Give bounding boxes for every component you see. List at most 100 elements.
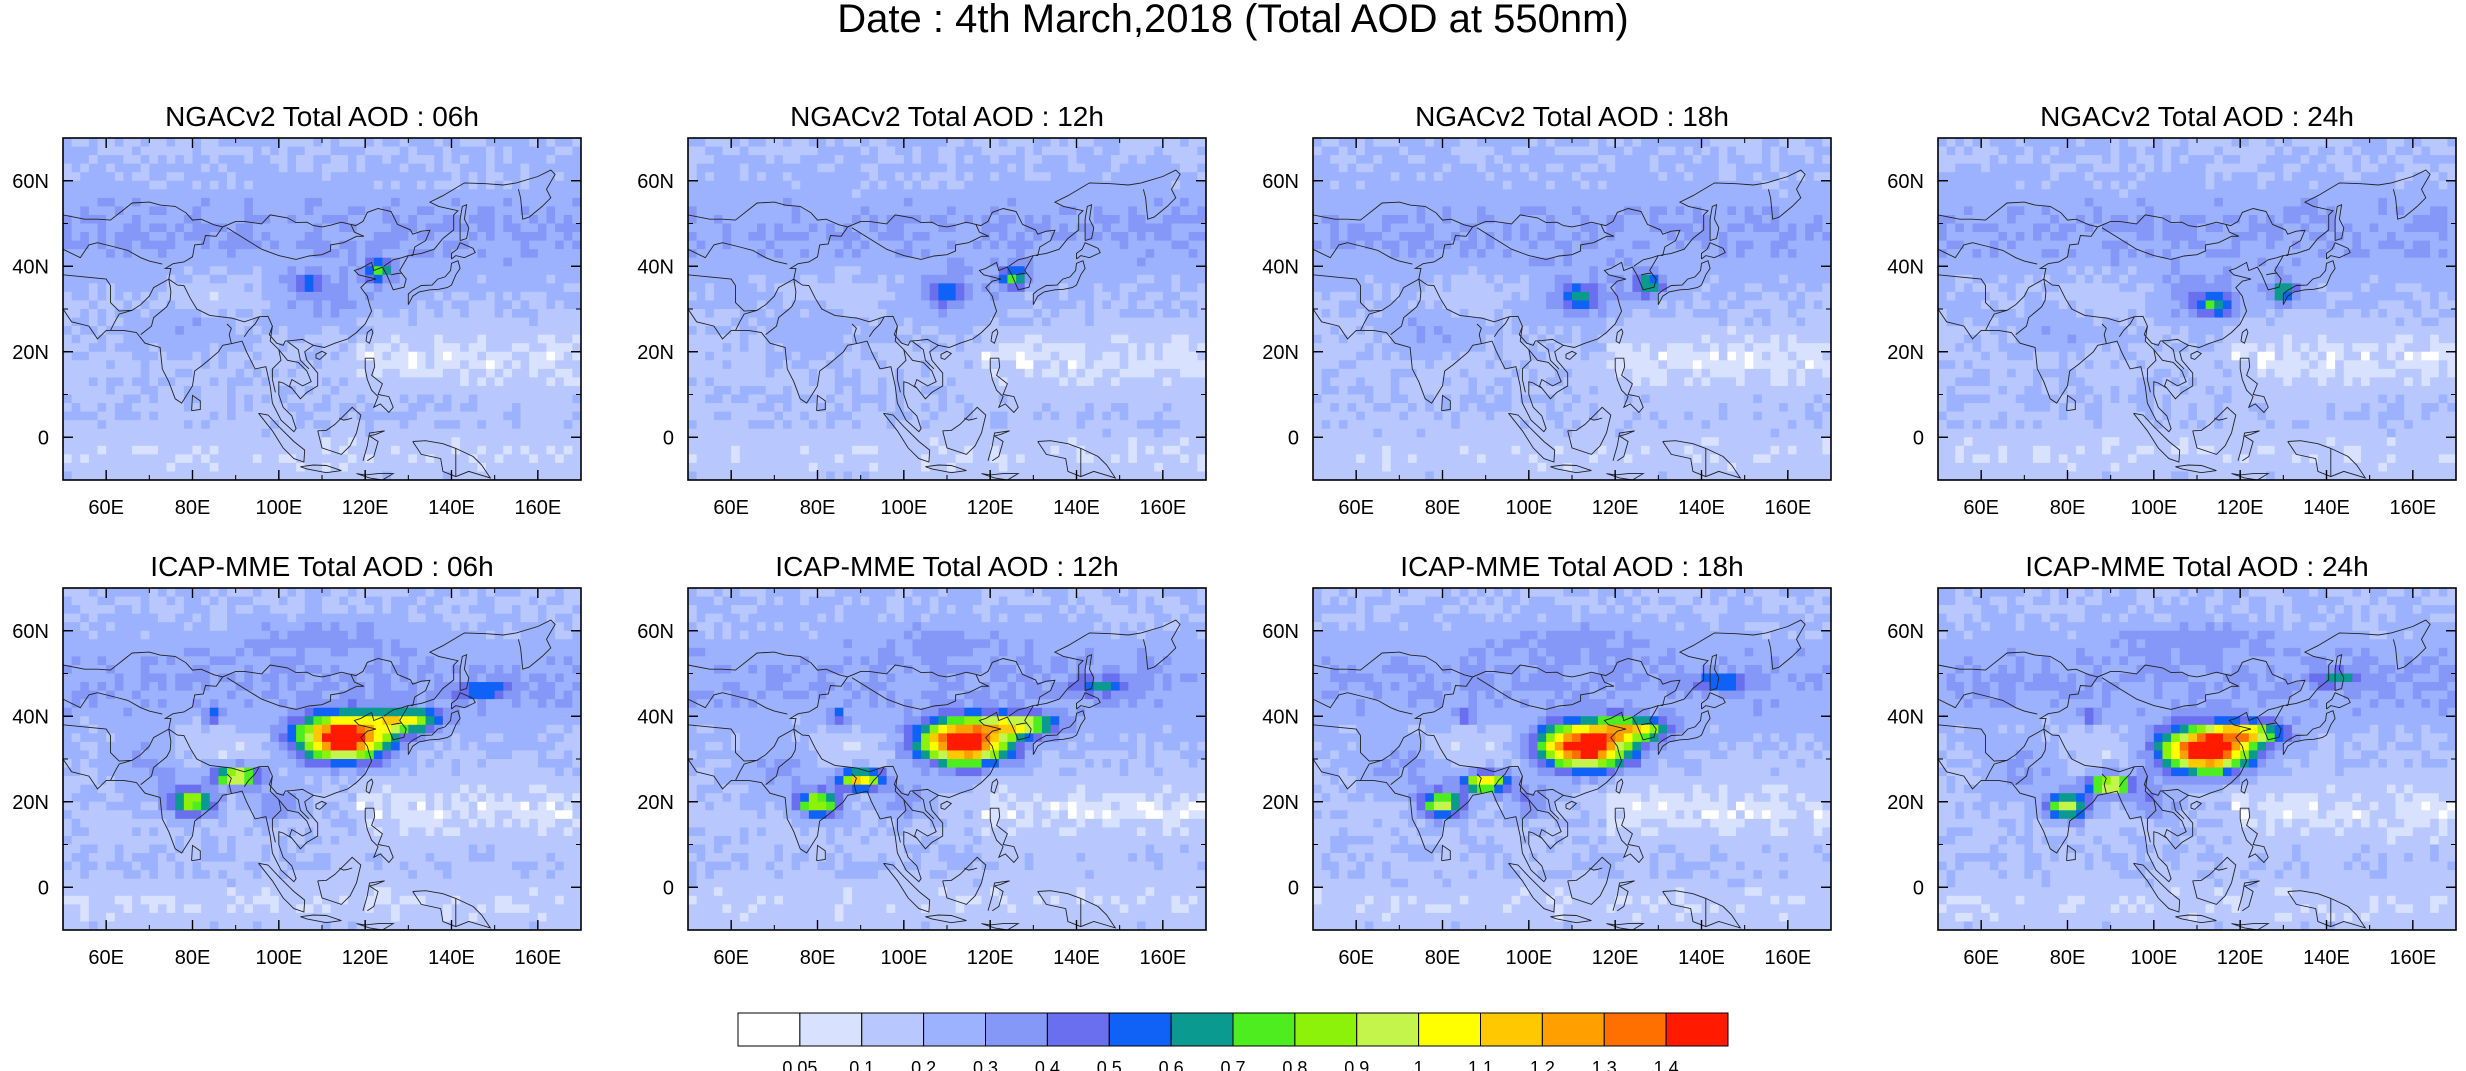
colorbar-tick-label: 0.5 <box>1097 1058 1122 1071</box>
panel-title: ICAP-MME Total AOD : 12h <box>775 551 1118 582</box>
x-tick-label: 140E <box>1053 497 1100 519</box>
coastlines <box>63 619 556 930</box>
panel-title: NGACv2 Total AOD : 18h <box>1415 101 1729 132</box>
x-tick-label: 120E <box>342 497 389 519</box>
x-tick-label: 100E <box>2130 497 2177 519</box>
x-tick-label: 140E <box>1678 947 1725 969</box>
panel-title: NGACv2 Total AOD : 06h <box>165 101 479 132</box>
x-tick-label: 120E <box>967 947 1014 969</box>
y-tick-label: 60N <box>637 171 674 193</box>
x-tick-label: 160E <box>2389 497 2436 519</box>
colorbar: 0.05 0.1 0.2 0.3 0.4 0.5 0.6 0.7 0.8 0.9 1 1.1 1.2 1.… <box>737 1012 1729 1071</box>
y-tick-label: 40N <box>637 256 674 278</box>
map-panel-icap-18h: ICAP-MME Total AOD : 18h 60E 80E 100E 120E 14… <box>1262 551 1832 969</box>
colorbar-swatch <box>737 1012 801 1047</box>
x-tick-label: 160E <box>1139 497 1186 519</box>
colorbar-swatch <box>985 1012 1048 1047</box>
x-tick-label: 80E <box>175 497 211 519</box>
x-tick-label: 120E <box>2217 947 2264 969</box>
x-tick-label: 60E <box>1963 497 1999 519</box>
colorbar-swatch <box>1356 1012 1420 1047</box>
x-tick-label: 80E <box>2050 947 2086 969</box>
colorbar-swatch <box>1108 1012 1172 1047</box>
figure-title: Date : 4th March,2018 (Total AOD at 550n… <box>837 0 1629 41</box>
x-tick-label: 100E <box>1505 497 1552 519</box>
map-panel-icap-6h: ICAP-MME Total AOD : 06h 60E 80E 100E 120E 14… <box>12 551 582 969</box>
aod-field <box>688 588 1206 930</box>
x-tick-label: 60E <box>713 947 749 969</box>
coastlines <box>688 169 1181 480</box>
y-tick-label: 60N <box>1262 171 1299 193</box>
y-tick-label: 40N <box>1887 706 1924 728</box>
map-panel-ngac-6h: NGACv2 Total AOD : 06h 60E 80E 100E 120E 140E… <box>12 101 582 519</box>
panel-title: ICAP-MME Total AOD : 18h <box>1400 551 1743 582</box>
x-tick-label: 100E <box>255 497 302 519</box>
y-tick-label: 40N <box>12 256 49 278</box>
x-tick-label: 80E <box>175 947 211 969</box>
x-tick-label: 140E <box>2303 497 2350 519</box>
y-tick-label: 0 <box>1288 877 1299 899</box>
y-tick-label: 0 <box>1288 427 1299 449</box>
x-tick-label: 120E <box>2217 497 2264 519</box>
map-panel-icap-12h: ICAP-MME Total AOD : 12h 60E 80E 100E 120E 14… <box>637 551 1207 969</box>
x-tick-label: 100E <box>255 947 302 969</box>
colorbar-tick-label: 0.7 <box>1220 1058 1245 1071</box>
colorbar-tick-label: 1.3 <box>1592 1058 1617 1071</box>
y-tick-label: 40N <box>12 706 49 728</box>
y-tick-label: 60N <box>12 621 49 643</box>
colorbar-swatch <box>1170 1012 1234 1047</box>
y-tick-label: 20N <box>637 342 674 364</box>
colorbar-tick-label: 1.1 <box>1468 1058 1493 1071</box>
coastlines <box>63 169 556 480</box>
y-tick-label: 60N <box>1887 621 1924 643</box>
aod-field <box>688 138 1206 480</box>
y-tick-label: 20N <box>1887 792 1924 814</box>
x-tick-label: 60E <box>713 497 749 519</box>
coastlines <box>1313 169 1806 480</box>
y-tick-label: 40N <box>1262 706 1299 728</box>
y-tick-label: 20N <box>1887 342 1924 364</box>
colorbar-swatch <box>923 1012 986 1047</box>
colorbar-swatch <box>1541 1012 1605 1047</box>
aod-field <box>63 588 581 930</box>
colorbar-swatch <box>1418 1012 1481 1047</box>
y-tick-label: 0 <box>38 427 49 449</box>
x-tick-label: 60E <box>1338 947 1374 969</box>
y-tick-label: 20N <box>637 792 674 814</box>
x-tick-label: 60E <box>88 497 124 519</box>
x-tick-label: 140E <box>2303 947 2350 969</box>
y-tick-label: 0 <box>1913 427 1924 449</box>
y-tick-label: 0 <box>1913 877 1924 899</box>
x-tick-label: 160E <box>2389 947 2436 969</box>
panel-title: ICAP-MME Total AOD : 06h <box>150 551 493 582</box>
x-tick-label: 160E <box>514 497 561 519</box>
y-tick-label: 20N <box>1262 342 1299 364</box>
colorbar-tick-label: 1 <box>1414 1058 1424 1071</box>
panel-title: NGACv2 Total AOD : 24h <box>2040 101 2354 132</box>
coastlines <box>1313 619 1806 930</box>
y-tick-label: 20N <box>1262 792 1299 814</box>
colorbar-swatch <box>1046 1012 1110 1047</box>
y-tick-label: 0 <box>663 427 674 449</box>
panels: NGACv2 Total AOD : 06h 60E 80E 100E 120E 140E… <box>12 101 2457 969</box>
x-tick-label: 100E <box>880 947 927 969</box>
colorbar-swatch <box>861 1012 925 1047</box>
colorbar-swatch <box>1232 1012 1296 1047</box>
panel-title: NGACv2 Total AOD : 12h <box>790 101 1104 132</box>
y-tick-label: 60N <box>1887 171 1924 193</box>
x-tick-label: 140E <box>1678 497 1725 519</box>
coastlines <box>1938 169 2431 480</box>
coastlines <box>1938 619 2431 930</box>
map-panel-icap-24h: ICAP-MME Total AOD : 24h 60E 80E 100E 120E 14… <box>1887 551 2457 969</box>
x-tick-label: 160E <box>1764 497 1811 519</box>
colorbar-tick-label: 0.8 <box>1282 1058 1307 1071</box>
x-tick-label: 100E <box>2130 947 2177 969</box>
colorbar-tick-label: 0.3 <box>973 1058 998 1071</box>
colorbar-swatch <box>1603 1012 1667 1047</box>
map-panel-ngac-12h: NGACv2 Total AOD : 12h 60E 80E 100E 120E 140E… <box>637 101 1207 519</box>
colorbar-tick-label: 1.4 <box>1654 1058 1679 1071</box>
map-panel-ngac-24h: NGACv2 Total AOD : 24h 60E 80E 100E 120E 140E… <box>1887 101 2457 519</box>
y-tick-label: 60N <box>1262 621 1299 643</box>
y-tick-label: 0 <box>663 877 674 899</box>
aod-field <box>1313 588 1831 930</box>
